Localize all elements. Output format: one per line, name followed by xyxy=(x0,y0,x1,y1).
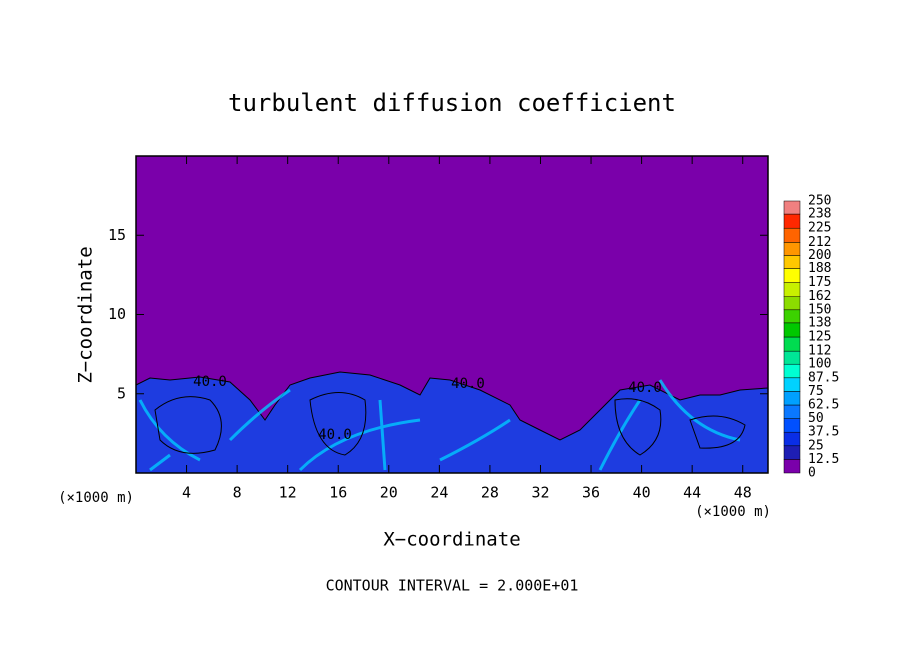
colorbar-segment xyxy=(783,227,801,243)
colorbar-label: 188 xyxy=(808,261,831,276)
colorbar-label: 37.5 xyxy=(808,425,839,440)
x-unit: (×1000 m) xyxy=(695,504,771,520)
x-tick-label: 4 xyxy=(182,484,191,502)
colorbar-label: 12.5 xyxy=(808,452,839,467)
x-tick-label: 40 xyxy=(633,484,651,502)
colorbar-segment xyxy=(783,377,801,392)
colorbar-label: 138 xyxy=(808,315,831,330)
colorbar-segment xyxy=(783,242,801,256)
x-tick-label: 20 xyxy=(380,484,398,502)
contour-label: 40.0 xyxy=(318,427,352,443)
x-tick-label: 12 xyxy=(279,484,297,502)
colorbar-label: 75 xyxy=(808,384,824,399)
colorbar-label: 87.5 xyxy=(808,370,839,385)
y-tick-label: 15 xyxy=(108,226,126,244)
colorbar-segment xyxy=(783,404,801,419)
contour-label: 40.0 xyxy=(628,380,662,396)
y-unit: (×1000 m) xyxy=(58,490,134,506)
colorbar-label: 250 xyxy=(808,194,831,209)
colorbar-label: 50 xyxy=(808,411,824,426)
x-tick-label: 8 xyxy=(233,484,242,502)
y-tick-label: 5 xyxy=(117,384,126,402)
colorbar-segment xyxy=(783,255,801,269)
colorbar-label: 0 xyxy=(808,466,816,481)
colorbar-segment xyxy=(783,200,801,215)
colorbar-segment xyxy=(783,336,801,352)
colorbar-segment xyxy=(783,445,801,460)
contour-label: 40.0 xyxy=(193,374,227,390)
x-tick-label: 28 xyxy=(481,484,499,502)
streaks xyxy=(138,379,741,472)
colorbar-segment xyxy=(783,309,801,324)
colorbar-label: 162 xyxy=(808,289,831,304)
x-tick-label: 16 xyxy=(329,484,347,502)
contours xyxy=(154,392,746,456)
x-tick-label: 36 xyxy=(582,484,600,502)
colorbar-label: 175 xyxy=(808,275,831,290)
colorbar-label: 100 xyxy=(808,357,831,372)
colorbar-segment xyxy=(783,391,801,406)
colorbar-segment xyxy=(783,322,801,338)
contour-label: 40.0 xyxy=(451,376,485,392)
colorbar-segment xyxy=(783,296,801,311)
chart-title: turbulent diffusion coefficient xyxy=(228,89,676,117)
colorbar-label: 225 xyxy=(808,221,831,236)
x-tick-label: 24 xyxy=(430,484,448,502)
colorbar-label: 25 xyxy=(808,438,824,453)
colorbar-label: 112 xyxy=(808,344,831,359)
colorbar-segment xyxy=(783,268,801,283)
colorbar-label: 150 xyxy=(808,302,831,317)
colorbar-segment xyxy=(783,363,801,379)
footnote: CONTOUR INTERVAL = 2.000E+01 xyxy=(326,577,579,595)
y-tick-label: 10 xyxy=(108,305,126,323)
colorbar-label: 212 xyxy=(808,235,831,250)
colorbar-segment xyxy=(783,431,801,447)
x-axis-label: X−coordinate xyxy=(383,529,520,551)
x-tick-label: 44 xyxy=(683,484,701,502)
colorbar-segment xyxy=(783,350,801,365)
colorbar-label: 200 xyxy=(808,248,831,263)
colorbar-segment xyxy=(783,282,801,297)
colorbar-label: 125 xyxy=(808,330,831,345)
colorbar-segment xyxy=(783,459,801,474)
colorbar-segment xyxy=(783,213,801,229)
field xyxy=(135,156,769,474)
y-axis-label: Z−coordinate xyxy=(75,246,97,383)
x-tick-label: 32 xyxy=(531,484,549,502)
colorbar-label: 62.5 xyxy=(808,398,839,413)
colorbar-label: 238 xyxy=(808,207,831,222)
colorbar-segment xyxy=(783,418,801,433)
x-tick-label: 48 xyxy=(734,484,752,502)
